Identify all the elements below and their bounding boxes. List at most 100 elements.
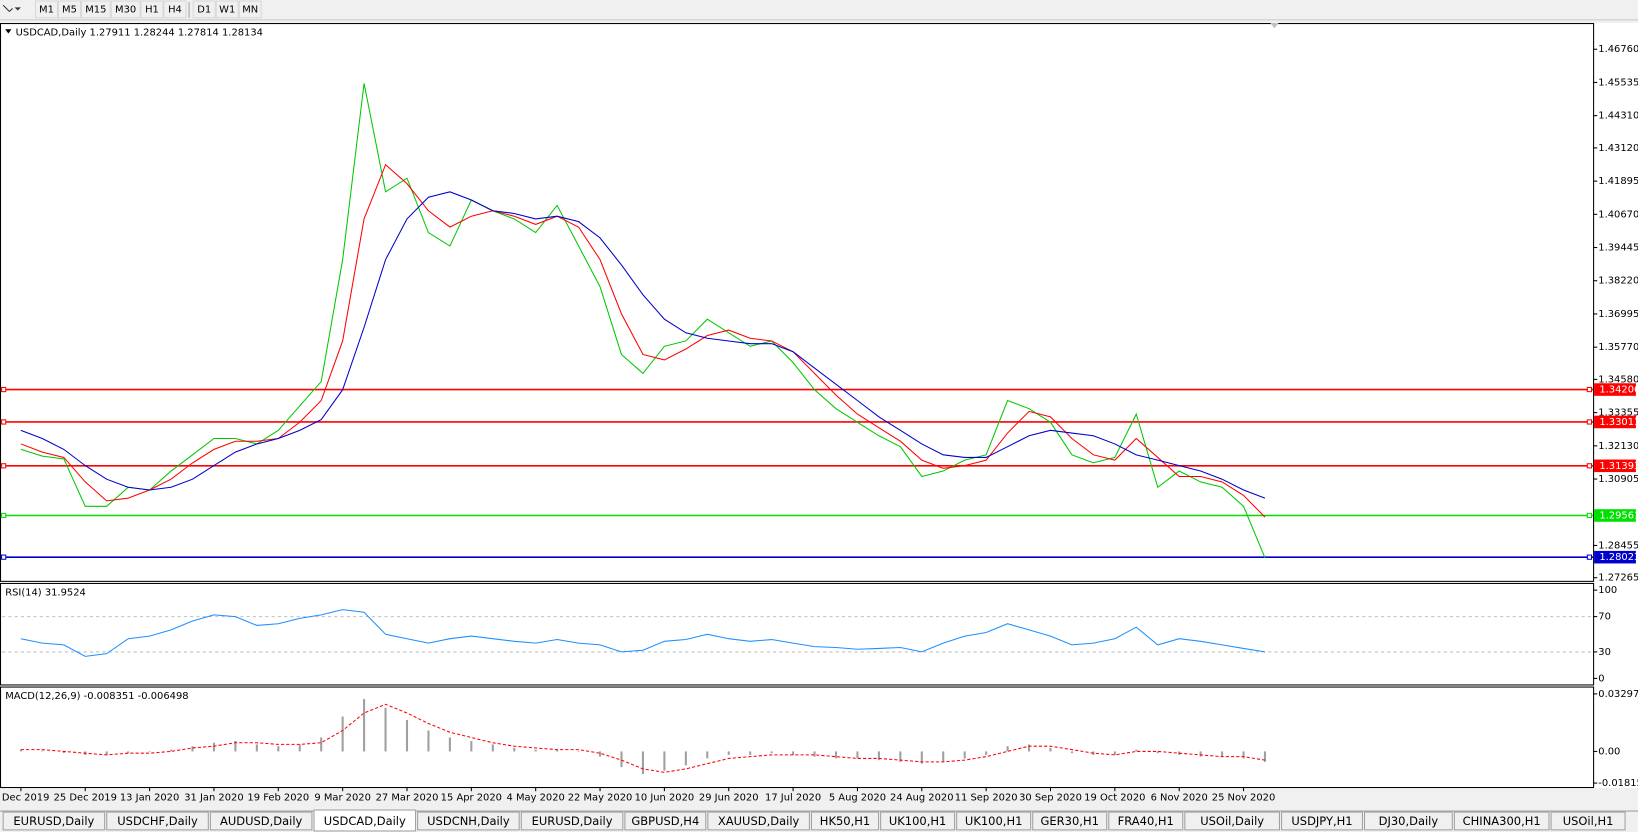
timeframe-button[interactable]	[238, 0, 262, 19]
level-label: 1.34206	[1599, 385, 1638, 396]
macd-bar	[727, 751, 730, 755]
macd-bar	[556, 749, 559, 752]
tab[interactable]	[956, 811, 1032, 831]
level-handle[interactable]	[1, 554, 7, 560]
macd-bar	[255, 744, 258, 752]
tab[interactable]	[1550, 811, 1626, 831]
collapse-arrow[interactable]	[5, 29, 12, 34]
tab[interactable]	[624, 811, 707, 831]
tab[interactable]	[106, 811, 209, 831]
y-tick-label: 1.44310	[1598, 111, 1638, 122]
macd-bar	[19, 749, 22, 752]
level-label: 1.31393	[1599, 461, 1638, 472]
x-tick-label: 9 Mar 2020	[314, 792, 371, 803]
toolbar-icon[interactable]	[2, 4, 13, 12]
timeframe-button[interactable]	[110, 0, 141, 19]
tab-label: USDCAD,Daily	[324, 814, 406, 828]
macd-bar	[598, 751, 602, 757]
tab-label: USOil,H1	[1563, 814, 1614, 828]
timeframe-label: MN	[242, 4, 258, 15]
timeframe-button[interactable]	[140, 0, 164, 19]
rsi-panel	[0, 582, 1595, 686]
y-tick-label: 1.35770	[1598, 342, 1638, 353]
macd-bar	[1006, 746, 1009, 752]
rsi-header: RSI(14) 31.9524	[5, 587, 86, 598]
timeframe-button[interactable]	[34, 0, 58, 19]
tab[interactable]	[1032, 811, 1108, 831]
tab[interactable]	[417, 811, 520, 831]
macd-bar	[1027, 744, 1031, 752]
tab[interactable]	[1281, 811, 1363, 831]
toolbar-dropdown[interactable]	[14, 7, 21, 11]
level-handle[interactable]	[1, 512, 7, 519]
macd-bar	[1199, 751, 1202, 757]
x-tick-label: 6 Nov 2020	[1151, 792, 1208, 803]
level-label-box	[1594, 509, 1636, 522]
tab[interactable]	[1453, 811, 1550, 831]
macd-bar	[1070, 751, 1073, 754]
series-line	[20, 163, 1266, 518]
y-tick-label: 1.32130	[1598, 441, 1638, 452]
macd-bar	[534, 749, 537, 752]
tab-label: XAUUSD,Daily	[718, 814, 800, 828]
macd-bar	[427, 730, 430, 752]
macd-bar	[1113, 751, 1116, 755]
level-label: 1.29561	[1599, 510, 1638, 521]
tab-label: GBPUSD,H4	[631, 814, 699, 828]
timeframe-button[interactable]	[57, 0, 81, 19]
timeframe-button[interactable]	[80, 0, 111, 19]
active-tab[interactable]	[313, 809, 417, 832]
y-tick-label: 1.46760	[1598, 44, 1638, 55]
macd-bar	[169, 749, 173, 752]
tab-label: FRA40,H1	[1118, 814, 1174, 828]
macd-bar	[684, 751, 687, 766]
tab[interactable]	[209, 811, 313, 831]
shift-marker[interactable]	[1270, 23, 1279, 29]
tab[interactable]	[1108, 811, 1184, 831]
macd-bar	[706, 751, 709, 759]
tab-label: CHINA300,H1	[1463, 814, 1541, 828]
macd-bar	[277, 746, 280, 752]
timeframe-button[interactable]	[163, 0, 187, 19]
macd-bar	[470, 740, 473, 752]
macd-bar	[620, 751, 623, 768]
tab-label: USDCNH,Daily	[427, 814, 510, 828]
macd-bar	[813, 751, 816, 757]
tab[interactable]	[707, 811, 810, 831]
tab[interactable]	[810, 811, 880, 831]
y-tick-label: 1.36995	[1598, 309, 1638, 320]
macd-header: MACD(12,26,9) -0.008351 -0.006498	[5, 691, 188, 702]
macd-bar	[1135, 749, 1138, 752]
macd-bar	[942, 751, 945, 762]
tab-label: USDJPY,H1	[1291, 814, 1352, 828]
tab[interactable]	[520, 811, 624, 831]
level-handle[interactable]	[1, 386, 7, 393]
level-handle[interactable]	[1, 463, 7, 469]
macd-bar	[749, 751, 752, 755]
tab-label: EURUSD,Daily	[532, 814, 613, 828]
macd-bar	[384, 707, 387, 752]
level-handle[interactable]	[1, 419, 7, 425]
y-tick-label: 1.41895	[1598, 176, 1638, 187]
tab-label: AUDUSD,Daily	[220, 814, 303, 828]
timeframe-button[interactable]	[215, 0, 239, 19]
level-handle[interactable]	[1586, 512, 1593, 519]
level-handle[interactable]	[1586, 419, 1593, 425]
timeframe-button[interactable]	[192, 0, 216, 19]
y-tick-label: 0	[1598, 673, 1604, 684]
tab[interactable]	[2, 811, 106, 831]
level-handle[interactable]	[1586, 554, 1593, 560]
tab[interactable]	[880, 811, 956, 831]
macd-bar	[1221, 751, 1224, 757]
x-tick-label: 24 Aug 2020	[890, 792, 954, 803]
macd-bar	[363, 699, 366, 752]
tab-label: EURUSD,Daily	[13, 814, 94, 828]
tab[interactable]	[1184, 811, 1281, 831]
macd-bar	[41, 750, 44, 752]
tab[interactable]	[1363, 811, 1453, 831]
y-tick-label: 1.43120	[1598, 143, 1638, 154]
x-tick-label: 25 Dec 2019	[54, 792, 117, 803]
level-handle[interactable]	[1586, 386, 1593, 393]
x-tick-label: 30 Sep 2020	[1019, 792, 1082, 803]
level-handle[interactable]	[1586, 463, 1593, 469]
